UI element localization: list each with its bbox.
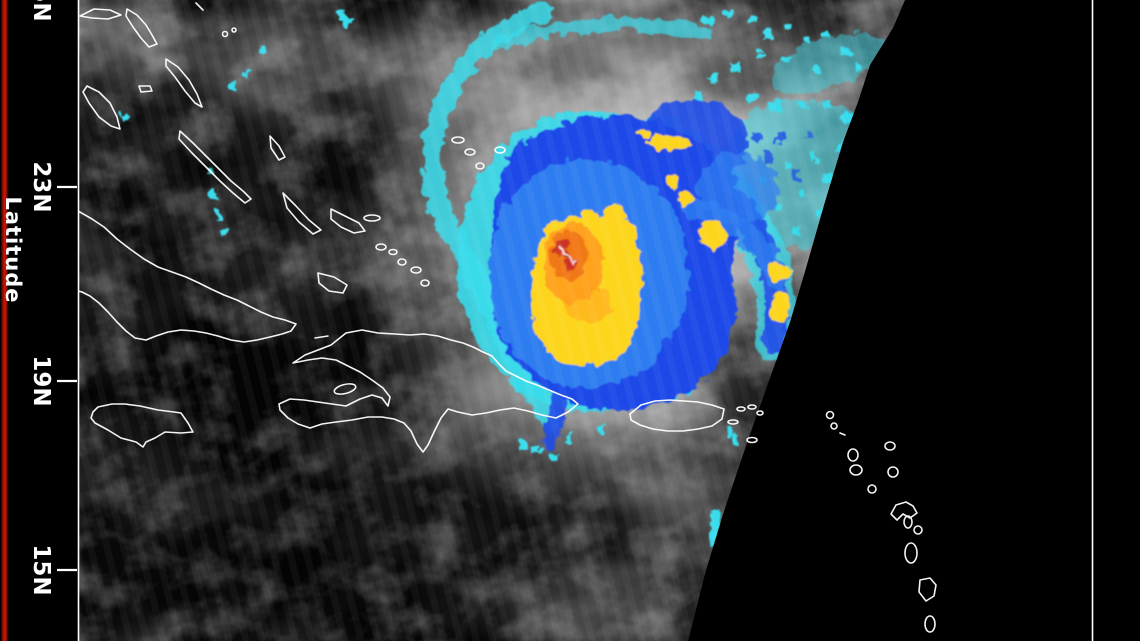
y-axis-title: Latitude [1,196,25,303]
bahamas-islands [79,2,506,294]
puerto-rico-coastline [629,399,725,432]
y-tick-label-19n: 19N [28,355,54,406]
y-tick-label-25n: 25N [28,0,54,22]
y-tick-label-15n: 15N [28,544,54,595]
tortue-island [314,335,329,339]
hispaniola-coastline [278,329,579,453]
jamaica-coastline [90,403,194,448]
y-tick-label-23n: 23N [28,161,54,212]
coastlines [78,2,937,633]
left-red-border [1,0,8,641]
cuba-coastline [78,210,297,343]
lesser-antilles-islands [825,410,937,633]
turks-caicos-islands [375,243,430,287]
plot-frame [77,0,1094,641]
y-axis-ticks [57,185,77,572]
plot-area [78,0,937,641]
virgin-islands [727,404,764,444]
gonave-island [333,383,357,395]
y-axis-labels: 25N 23N 19N 15N Latitude [1,0,54,596]
